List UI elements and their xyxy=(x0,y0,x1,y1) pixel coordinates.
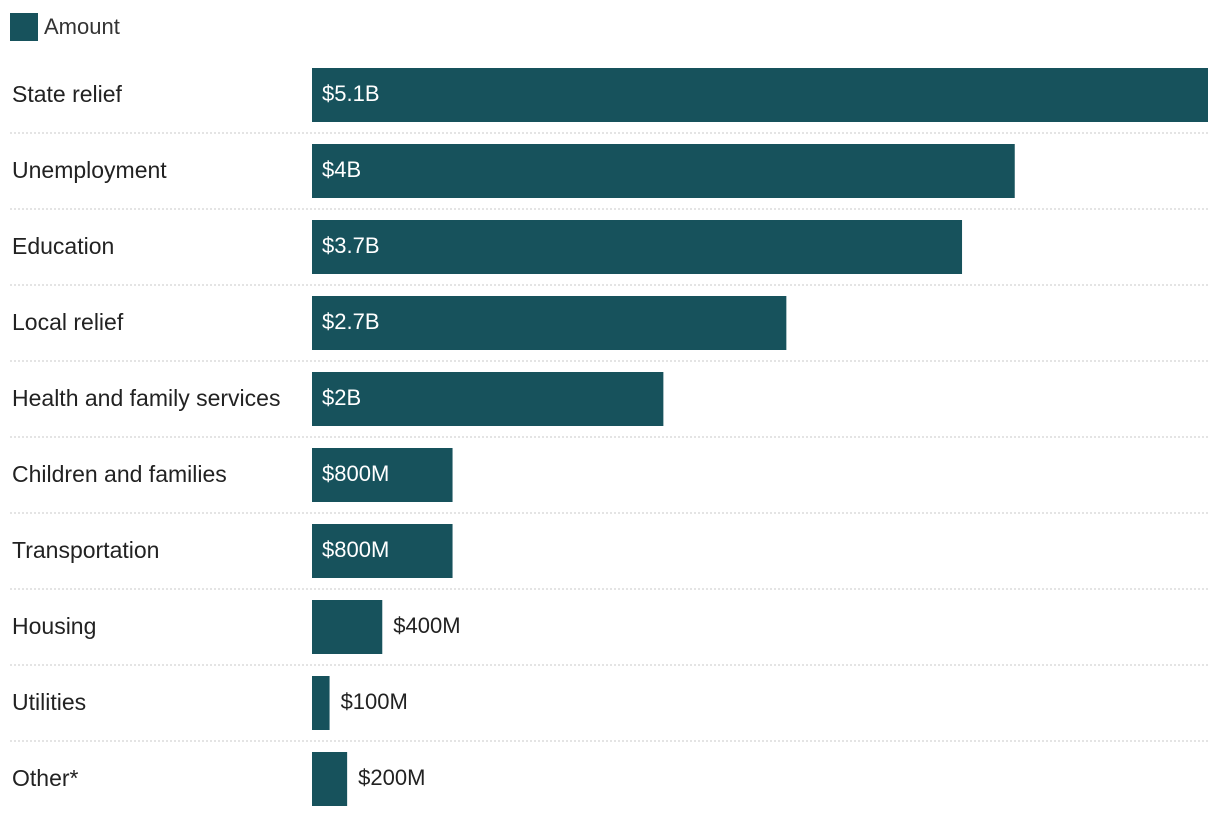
bar xyxy=(312,600,383,654)
bar xyxy=(312,524,453,578)
value-label: $2.7B xyxy=(322,309,380,334)
category-label: Health and family services xyxy=(12,385,280,411)
value-label: $2B xyxy=(322,385,361,410)
value-label: $200M xyxy=(358,765,425,790)
bar xyxy=(312,220,963,274)
value-label: $3.7B xyxy=(322,233,380,258)
bar xyxy=(312,676,330,730)
legend-label: Amount xyxy=(44,14,120,39)
category-label: Housing xyxy=(12,613,96,639)
bar xyxy=(312,448,453,502)
value-label: $4B xyxy=(322,157,361,182)
bar xyxy=(312,752,348,806)
category-label: Transportation xyxy=(12,537,159,563)
value-label: $100M xyxy=(341,689,408,714)
bar xyxy=(312,68,1208,122)
value-label: $5.1B xyxy=(322,81,380,106)
bar xyxy=(312,144,1015,198)
legend: Amount xyxy=(10,12,120,42)
category-label: Children and families xyxy=(12,461,227,487)
category-label: Local relief xyxy=(12,309,124,335)
category-label: Unemployment xyxy=(12,157,167,183)
value-label: $400M xyxy=(393,613,460,638)
value-label: $800M xyxy=(322,537,389,562)
category-label: State relief xyxy=(12,81,123,107)
category-label: Utilities xyxy=(12,689,86,715)
category-label: Other* xyxy=(12,765,79,791)
legend-swatch xyxy=(10,13,38,41)
value-label: $800M xyxy=(322,461,389,486)
category-label: Education xyxy=(12,233,114,259)
bar xyxy=(312,296,787,350)
bar xyxy=(312,372,664,426)
